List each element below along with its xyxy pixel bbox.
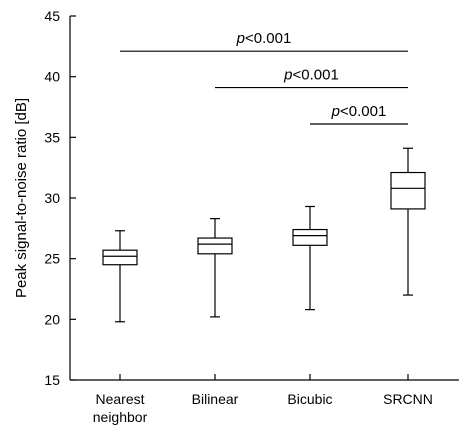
box-series-1 [197,218,233,318]
box-iqr [102,249,138,266]
box-series-2 [292,205,328,311]
p-symbol: p [283,67,292,84]
x-category-label: Nearest [95,391,144,407]
y-tick-label: 15 [44,372,60,388]
x-category-label: Bicubic [287,391,332,407]
x-category-label: SRCNN [383,391,433,407]
p-value-label: p<0.001 [236,30,292,47]
p-value-text: <0.001 [293,67,339,84]
box-series-0 [102,230,138,323]
y-axis-title: Peak signal-to-noise ratio [dB] [13,98,30,298]
y-tick-label: 20 [44,311,60,327]
p-symbol: p [331,103,340,120]
p-value-label: p<0.001 [283,67,339,84]
p-value-text: <0.001 [245,30,291,47]
y-tick-label: 35 [44,129,60,145]
y-tick-label: 30 [44,190,60,206]
x-category-label: neighbor [93,409,148,425]
box-series-3 [390,147,426,296]
box-iqr [197,237,233,255]
box-iqr [292,228,328,246]
y-tick-label: 25 [44,251,60,267]
x-category-label: Bilinear [192,391,239,407]
box-iqr [390,171,426,210]
y-tick-label: 40 [44,69,60,85]
p-symbol: p [236,30,245,47]
boxes [102,147,426,323]
y-tick-label: 45 [44,8,60,24]
p-value-label: p<0.001 [331,103,387,120]
p-value-text: <0.001 [340,103,386,120]
axes: 15 20 25 30 35 40 45 Nearest neighbor Bilinear Bic… [13,8,459,425]
